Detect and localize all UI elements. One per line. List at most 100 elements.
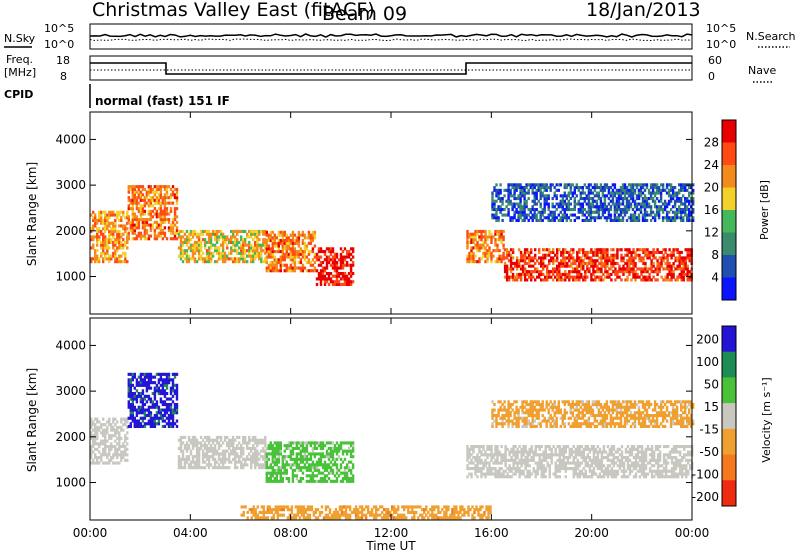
power-cell bbox=[307, 261, 311, 265]
velocity-cell bbox=[153, 381, 157, 385]
power-cell bbox=[191, 235, 195, 239]
power-cell bbox=[628, 270, 631, 274]
power-cell bbox=[635, 186, 639, 190]
power-cell bbox=[495, 188, 498, 192]
velocity-cell bbox=[157, 389, 161, 393]
velocity-cell bbox=[126, 436, 129, 440]
velocity-cell bbox=[242, 452, 245, 456]
power-cell bbox=[221, 257, 225, 261]
velocity-cell bbox=[221, 452, 225, 456]
power-cell bbox=[122, 213, 125, 217]
velocity-cell bbox=[281, 471, 284, 475]
power-cell bbox=[189, 246, 193, 250]
velocity-cell bbox=[124, 445, 127, 449]
velocity-cell bbox=[90, 447, 93, 451]
power-cell bbox=[579, 202, 582, 206]
velocity-cell bbox=[131, 378, 134, 382]
velocity-cell bbox=[504, 456, 507, 460]
velocity-cell bbox=[315, 474, 319, 478]
power-cell bbox=[528, 250, 531, 254]
power-cell bbox=[129, 201, 132, 205]
power-cell bbox=[608, 272, 611, 276]
power-cell bbox=[488, 254, 491, 258]
power-cell bbox=[565, 218, 568, 222]
power-cell bbox=[569, 197, 572, 201]
power-cell bbox=[181, 254, 185, 258]
power-cell bbox=[586, 264, 589, 268]
power-cell bbox=[242, 246, 245, 250]
velocity-cell bbox=[228, 444, 231, 448]
power-cell bbox=[521, 270, 525, 274]
power-cell bbox=[474, 243, 477, 247]
power-cell bbox=[634, 270, 637, 274]
power-cell bbox=[207, 260, 211, 264]
power-cell bbox=[651, 199, 655, 203]
power-cell bbox=[129, 198, 132, 202]
power-cell bbox=[626, 261, 629, 265]
velocity-cell bbox=[106, 461, 109, 465]
power-cell bbox=[345, 250, 349, 254]
velocity-cell bbox=[327, 441, 331, 445]
velocity-cell bbox=[197, 449, 201, 453]
velocity-cell bbox=[104, 434, 107, 438]
velocity-cell bbox=[120, 450, 123, 454]
power-cell bbox=[532, 256, 535, 260]
power-cell bbox=[470, 238, 473, 242]
velocity-cell bbox=[118, 445, 121, 449]
power-cell bbox=[265, 233, 268, 237]
power-cell bbox=[548, 272, 551, 276]
velocity-cell bbox=[345, 479, 349, 483]
velocity-cell bbox=[510, 447, 513, 451]
power-cell bbox=[647, 213, 651, 217]
velocity-cell bbox=[562, 450, 565, 454]
velocity-cell bbox=[131, 397, 134, 401]
velocity-cell bbox=[576, 458, 579, 462]
velocity-cell bbox=[124, 439, 127, 443]
power-cell bbox=[118, 240, 121, 244]
velocity-cell bbox=[335, 463, 339, 467]
power-cell bbox=[329, 272, 333, 276]
velocity-cell bbox=[234, 446, 237, 450]
velocity-cell bbox=[311, 477, 315, 481]
velocity-cell bbox=[181, 457, 185, 461]
power-cell bbox=[347, 280, 351, 284]
power-cell bbox=[236, 257, 239, 261]
power-cell bbox=[682, 183, 685, 187]
velocity-cell bbox=[96, 456, 99, 460]
power-cell bbox=[519, 264, 523, 268]
power-cell bbox=[258, 254, 261, 258]
power-cell bbox=[517, 261, 521, 265]
velocity-cell bbox=[161, 383, 165, 387]
power-cell bbox=[590, 278, 593, 282]
power-cell bbox=[620, 259, 623, 263]
power-cell bbox=[675, 213, 679, 217]
power-cell bbox=[279, 269, 282, 273]
velocity-cell bbox=[139, 405, 143, 409]
power-cell bbox=[622, 256, 625, 260]
power-cell bbox=[607, 186, 611, 190]
velocity-cell bbox=[335, 477, 339, 481]
velocity-cell bbox=[600, 458, 604, 462]
power-cell bbox=[648, 253, 651, 257]
power-cell bbox=[573, 213, 576, 217]
power-cell bbox=[116, 229, 119, 233]
velocity-cell bbox=[201, 452, 205, 456]
velocity-cell bbox=[522, 458, 525, 462]
velocity-cell bbox=[518, 450, 521, 454]
power-cell bbox=[191, 251, 195, 255]
power-cell bbox=[333, 269, 337, 273]
power-cell bbox=[343, 280, 347, 284]
velocity-cell bbox=[345, 477, 349, 481]
power-cell bbox=[519, 210, 522, 214]
velocity-cell bbox=[189, 463, 193, 467]
velocity-cell bbox=[598, 467, 602, 471]
velocity-cell bbox=[584, 469, 587, 473]
power-cell bbox=[303, 247, 307, 251]
power-cell bbox=[604, 270, 607, 274]
power-cell bbox=[189, 257, 193, 261]
velocity-cell bbox=[173, 411, 177, 415]
power-cell bbox=[530, 270, 533, 274]
velocity-cell bbox=[319, 457, 323, 461]
power-cell bbox=[238, 229, 241, 233]
power-cell bbox=[271, 230, 274, 234]
